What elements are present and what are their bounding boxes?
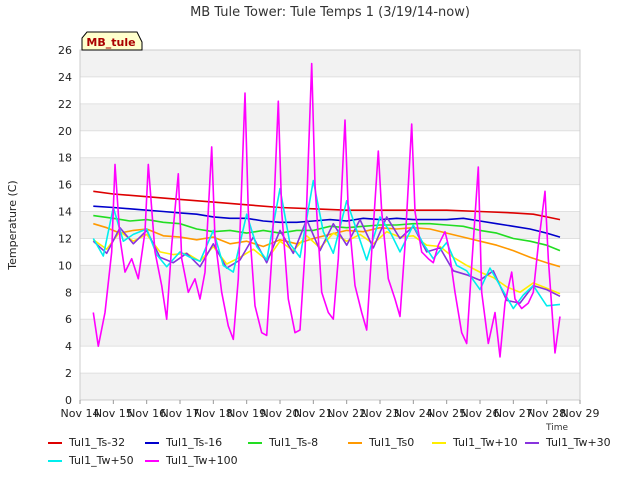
grid-band xyxy=(80,157,580,185)
x-tick-label: Nov 28 xyxy=(527,407,566,420)
x-tick-label: Nov 21 xyxy=(294,407,333,420)
grid-band xyxy=(80,373,580,400)
x-tick-label: Nov 17 xyxy=(161,407,200,420)
chart-title: MB Tule Tower: Tule Temps 1 (3/19/14-now… xyxy=(190,5,470,20)
grid-band xyxy=(80,50,580,77)
x-axis-note: Time xyxy=(545,423,568,433)
series-line-Tul1_Ts0 xyxy=(93,222,561,268)
y-axis-label: Temperature (C) xyxy=(6,180,19,270)
y-tick-label: 10 xyxy=(58,259,72,272)
y-tick-label: 8 xyxy=(65,286,72,299)
grid-band xyxy=(80,103,580,131)
y-tick-label: 4 xyxy=(65,340,72,353)
y-tick-label: 26 xyxy=(58,44,72,57)
y-tick-label: 2 xyxy=(65,367,72,380)
station-label: MB_tule xyxy=(86,36,135,49)
series-line-Tul1_Tw+100 xyxy=(92,62,561,358)
x-tick-label: Nov 29 xyxy=(561,407,600,420)
x-tick-label: Nov 14 xyxy=(61,407,100,420)
x-tick-label: Nov 18 xyxy=(194,407,233,420)
y-tick-label: 18 xyxy=(58,152,72,165)
y-tick-label: 0 xyxy=(65,394,72,407)
y-tick-label: 14 xyxy=(58,206,72,219)
grid-band xyxy=(80,76,580,104)
y-tick-label: 6 xyxy=(65,313,72,326)
grid-band xyxy=(80,265,580,293)
x-tick-label: Nov 19 xyxy=(227,407,266,420)
x-tick-label: Nov 16 xyxy=(127,407,166,420)
series-line-Tul1_Ts-32 xyxy=(93,190,561,221)
grid-bands xyxy=(80,50,580,400)
x-tick-label: Nov 27 xyxy=(494,407,533,420)
y-tick-label: 16 xyxy=(58,179,72,192)
x-tick-label: Nov 20 xyxy=(261,407,300,420)
x-tick-label: Nov 26 xyxy=(461,407,500,420)
x-tick-label: Nov 23 xyxy=(361,407,400,420)
station-badge: MB_tule xyxy=(81,31,143,51)
x-tick-label: Nov 22 xyxy=(327,407,366,420)
grid-band xyxy=(80,319,580,347)
grid-band xyxy=(80,130,580,158)
x-tick-label: Nov 25 xyxy=(427,407,466,420)
x-tick-label: Nov 15 xyxy=(94,407,133,420)
grid-band xyxy=(80,346,580,374)
y-tick-label: 24 xyxy=(58,71,72,84)
x-tick-label: Nov 24 xyxy=(394,407,433,420)
y-tick-label: 12 xyxy=(58,232,72,245)
plot-frame xyxy=(79,49,581,401)
y-tick-label: 22 xyxy=(58,98,72,111)
series-lines xyxy=(92,62,561,358)
series-line-Tul1_Tw+50 xyxy=(92,179,561,310)
y-tick-label: 20 xyxy=(58,125,72,138)
